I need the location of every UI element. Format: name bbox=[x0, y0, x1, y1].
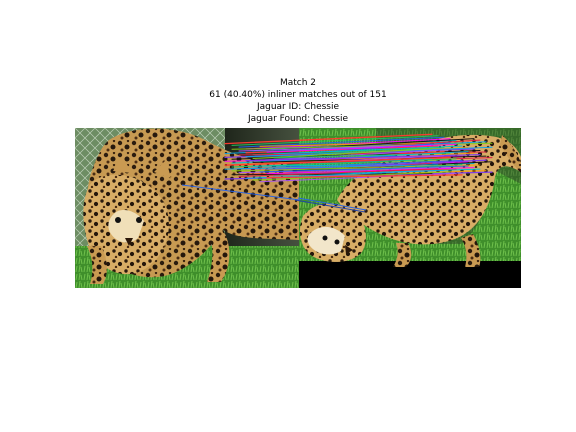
match-line bbox=[266, 167, 475, 175]
match-line-lower bbox=[181, 184, 301, 201]
image-montage bbox=[75, 128, 521, 288]
match-lines bbox=[181, 133, 493, 213]
match-line bbox=[259, 149, 439, 161]
match-line bbox=[266, 143, 457, 153]
match-line bbox=[273, 138, 475, 151]
match-line-lower bbox=[297, 197, 367, 211]
match-line bbox=[224, 164, 439, 170]
figure-title: Match 2 61 (40.40%) inliner matches out … bbox=[0, 77, 576, 125]
match-line bbox=[252, 148, 433, 159]
match-line bbox=[238, 168, 439, 177]
montage-svg bbox=[75, 128, 521, 288]
match-line bbox=[224, 156, 451, 166]
match-line bbox=[238, 136, 445, 148]
title-line-jaguar-id: Jaguar ID: Chessie bbox=[256, 102, 340, 112]
match-line bbox=[245, 138, 451, 150]
title-line-jaguar-found: Jaguar Found: Chessie bbox=[248, 114, 348, 124]
title-line-inlier-count: 61 (40.40%) inliner matches out of 151 bbox=[209, 90, 387, 100]
match-line-lower bbox=[294, 199, 366, 213]
match-line bbox=[266, 174, 463, 179]
match-line bbox=[266, 159, 487, 171]
title-line-match-number: Match 2 bbox=[279, 78, 317, 88]
match-line bbox=[273, 145, 463, 155]
match-line bbox=[238, 144, 433, 152]
match-line bbox=[259, 165, 469, 173]
match-line bbox=[224, 133, 433, 145]
match-line bbox=[231, 135, 439, 146]
